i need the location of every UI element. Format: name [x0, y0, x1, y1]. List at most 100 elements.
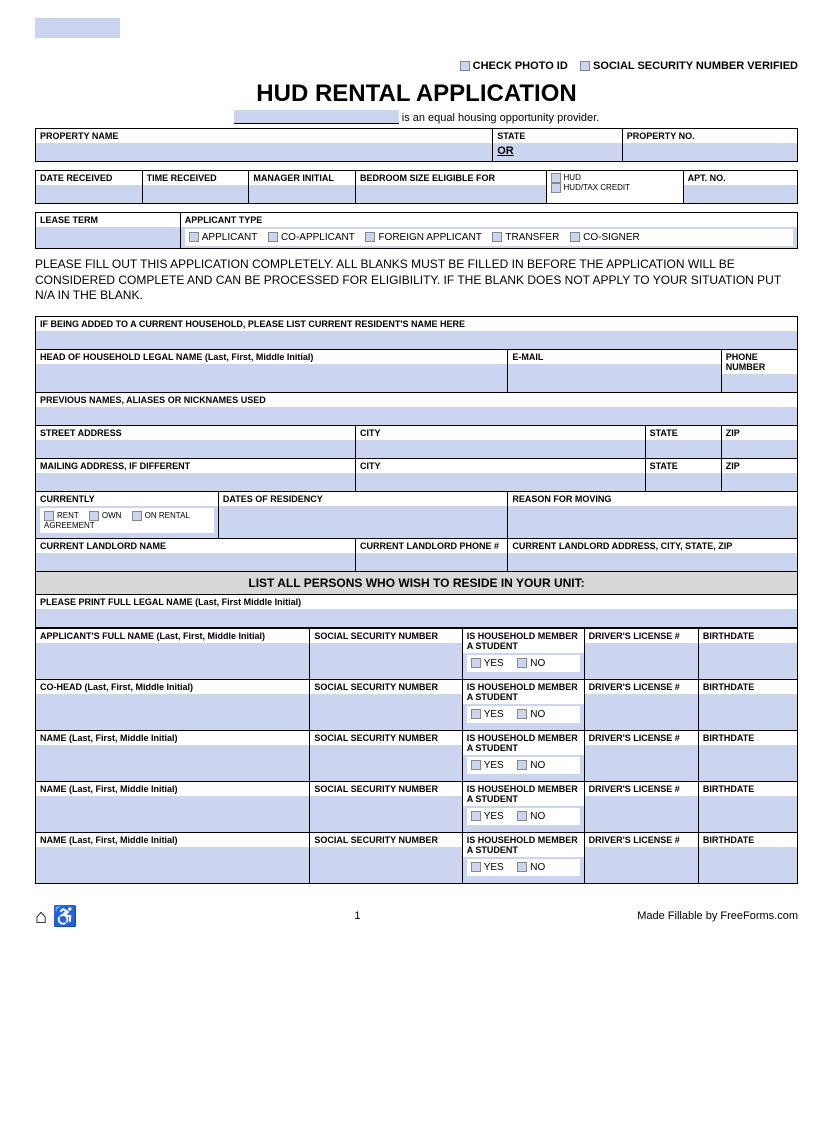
added-label: IF BEING ADDED TO A CURRENT HOUSEHOLD, P…: [36, 317, 797, 331]
rental-agreement-checkbox[interactable]: [132, 511, 142, 521]
mail-input[interactable]: [40, 475, 351, 489]
birthdate-input[interactable]: [703, 798, 793, 830]
check-photo-id-label: CHECK PHOTO ID: [473, 60, 568, 72]
yes-checkbox[interactable]: [471, 811, 481, 821]
manager-initial-input[interactable]: [253, 187, 351, 201]
persons-header: LIST ALL PERSONS WHO WISH TO RESIDE IN Y…: [36, 571, 798, 594]
prev-names-input[interactable]: [40, 409, 793, 423]
landlord-addr-input[interactable]: [512, 555, 793, 569]
reason-moving-input[interactable]: [512, 508, 793, 536]
dl-input[interactable]: [589, 747, 694, 779]
added-input[interactable]: [40, 333, 793, 347]
state-input2[interactable]: [650, 475, 717, 489]
time-received-input[interactable]: [147, 187, 245, 201]
property-name-input[interactable]: [40, 145, 488, 159]
transfer-checkbox[interactable]: [492, 232, 502, 242]
apt-no-input[interactable]: [688, 187, 793, 201]
student-label: IS HOUSEHOLD MEMBER A STUDENT: [463, 629, 584, 653]
city-input2[interactable]: [360, 475, 641, 489]
credit-text: Made Fillable by FreeForms.com: [637, 910, 798, 922]
time-received-label: TIME RECEIVED: [143, 171, 249, 185]
yes-checkbox[interactable]: [471, 862, 481, 872]
applicant-checkbox[interactable]: [189, 232, 199, 242]
received-table: DATE RECEIVED TIME RECEIVED MANAGER INIT…: [35, 170, 798, 204]
yes-checkbox[interactable]: [471, 709, 481, 719]
email-input[interactable]: [512, 366, 716, 380]
city-label2: CITY: [356, 459, 645, 473]
currently-label: CURRENTLY: [36, 492, 218, 506]
birthdate-input[interactable]: [703, 696, 793, 728]
dl-input[interactable]: [589, 696, 694, 728]
dl-label: DRIVER'S LICENSE #: [585, 629, 698, 643]
landlord-name-input[interactable]: [40, 555, 351, 569]
head-input[interactable]: [40, 366, 503, 380]
phone-input[interactable]: [726, 376, 793, 390]
street-input[interactable]: [40, 442, 351, 456]
lease-term-input[interactable]: [40, 229, 176, 243]
person-name-input[interactable]: [40, 798, 305, 830]
state-input[interactable]: [650, 442, 717, 456]
top-fill-box[interactable]: [35, 18, 120, 38]
ssn-input[interactable]: [314, 645, 457, 677]
dl-input[interactable]: [589, 798, 694, 830]
co-applicant-checkbox[interactable]: [268, 232, 278, 242]
ssn-input[interactable]: [314, 747, 457, 779]
hud-tax-checkbox[interactable]: [551, 183, 561, 193]
ssn-label: SOCIAL SECURITY NUMBER: [310, 731, 461, 745]
zip-input2[interactable]: [726, 475, 793, 489]
manager-initial-label: MANAGER INITIAL: [249, 171, 355, 185]
date-received-input[interactable]: [40, 187, 138, 201]
person-name-input[interactable]: [40, 645, 305, 677]
city-input[interactable]: [360, 442, 641, 456]
city-label: CITY: [356, 426, 645, 440]
co-signer-checkbox[interactable]: [570, 232, 580, 242]
birthdate-input[interactable]: [703, 747, 793, 779]
zip-label2: ZIP: [722, 459, 797, 473]
dates-residency-input[interactable]: [223, 508, 504, 536]
ssn-input[interactable]: [314, 798, 457, 830]
accessibility-icon: ♿: [53, 906, 78, 928]
no-checkbox[interactable]: [517, 760, 527, 770]
hud-checkbox[interactable]: [551, 173, 561, 183]
student-label: IS HOUSEHOLD MEMBER A STUDENT: [463, 680, 584, 704]
check-photo-id-checkbox[interactable]: [460, 61, 470, 71]
property-no-input[interactable]: [627, 145, 793, 159]
no-checkbox[interactable]: [517, 658, 527, 668]
no-checkbox[interactable]: [517, 862, 527, 872]
yes-checkbox[interactable]: [471, 760, 481, 770]
rent-checkbox[interactable]: [44, 511, 54, 521]
print-name-input[interactable]: [40, 611, 793, 625]
lease-table: LEASE TERM APPLICANT TYPE APPLICANT CO-A…: [35, 212, 798, 249]
birthdate-input[interactable]: [703, 849, 793, 881]
dl-label: DRIVER'S LICENSE #: [585, 731, 698, 745]
property-no-label: PROPERTY NO.: [623, 129, 797, 143]
person-name-input[interactable]: [40, 849, 305, 881]
person-name-input[interactable]: [40, 696, 305, 728]
ssn-input[interactable]: [314, 849, 457, 881]
yes-checkbox[interactable]: [471, 658, 481, 668]
birthdate-input[interactable]: [703, 645, 793, 677]
provider-name-input[interactable]: [234, 110, 399, 124]
no-checkbox[interactable]: [517, 811, 527, 821]
property-name-label: PROPERTY NAME: [36, 129, 492, 143]
dl-input[interactable]: [589, 849, 694, 881]
instructions-text: PLEASE FILL OUT THIS APPLICATION COMPLET…: [35, 257, 798, 304]
bedroom-size-input[interactable]: [360, 187, 542, 201]
foreign-applicant-checkbox[interactable]: [365, 232, 375, 242]
person-name-input[interactable]: [40, 747, 305, 779]
ssn-verified-checkbox[interactable]: [580, 61, 590, 71]
verification-row: CHECK PHOTO ID SOCIAL SECURITY NUMBER VE…: [35, 60, 798, 72]
person-name-label: CO-HEAD (Last, First, Middle Initial): [36, 680, 309, 694]
dates-residency-label: DATES OF RESIDENCY: [219, 492, 508, 506]
ssn-input[interactable]: [314, 696, 457, 728]
landlord-phone-input[interactable]: [360, 555, 503, 569]
phone-label: PHONE NUMBER: [722, 350, 797, 374]
property-table: PROPERTY NAME STATEOR PROPERTY NO.: [35, 128, 798, 162]
own-checkbox[interactable]: [89, 511, 99, 521]
zip-input[interactable]: [726, 442, 793, 456]
reason-moving-label: REASON FOR MOVING: [508, 492, 797, 506]
no-checkbox[interactable]: [517, 709, 527, 719]
zip-label: ZIP: [722, 426, 797, 440]
birthdate-label: BIRTHDATE: [699, 731, 797, 745]
dl-input[interactable]: [589, 645, 694, 677]
